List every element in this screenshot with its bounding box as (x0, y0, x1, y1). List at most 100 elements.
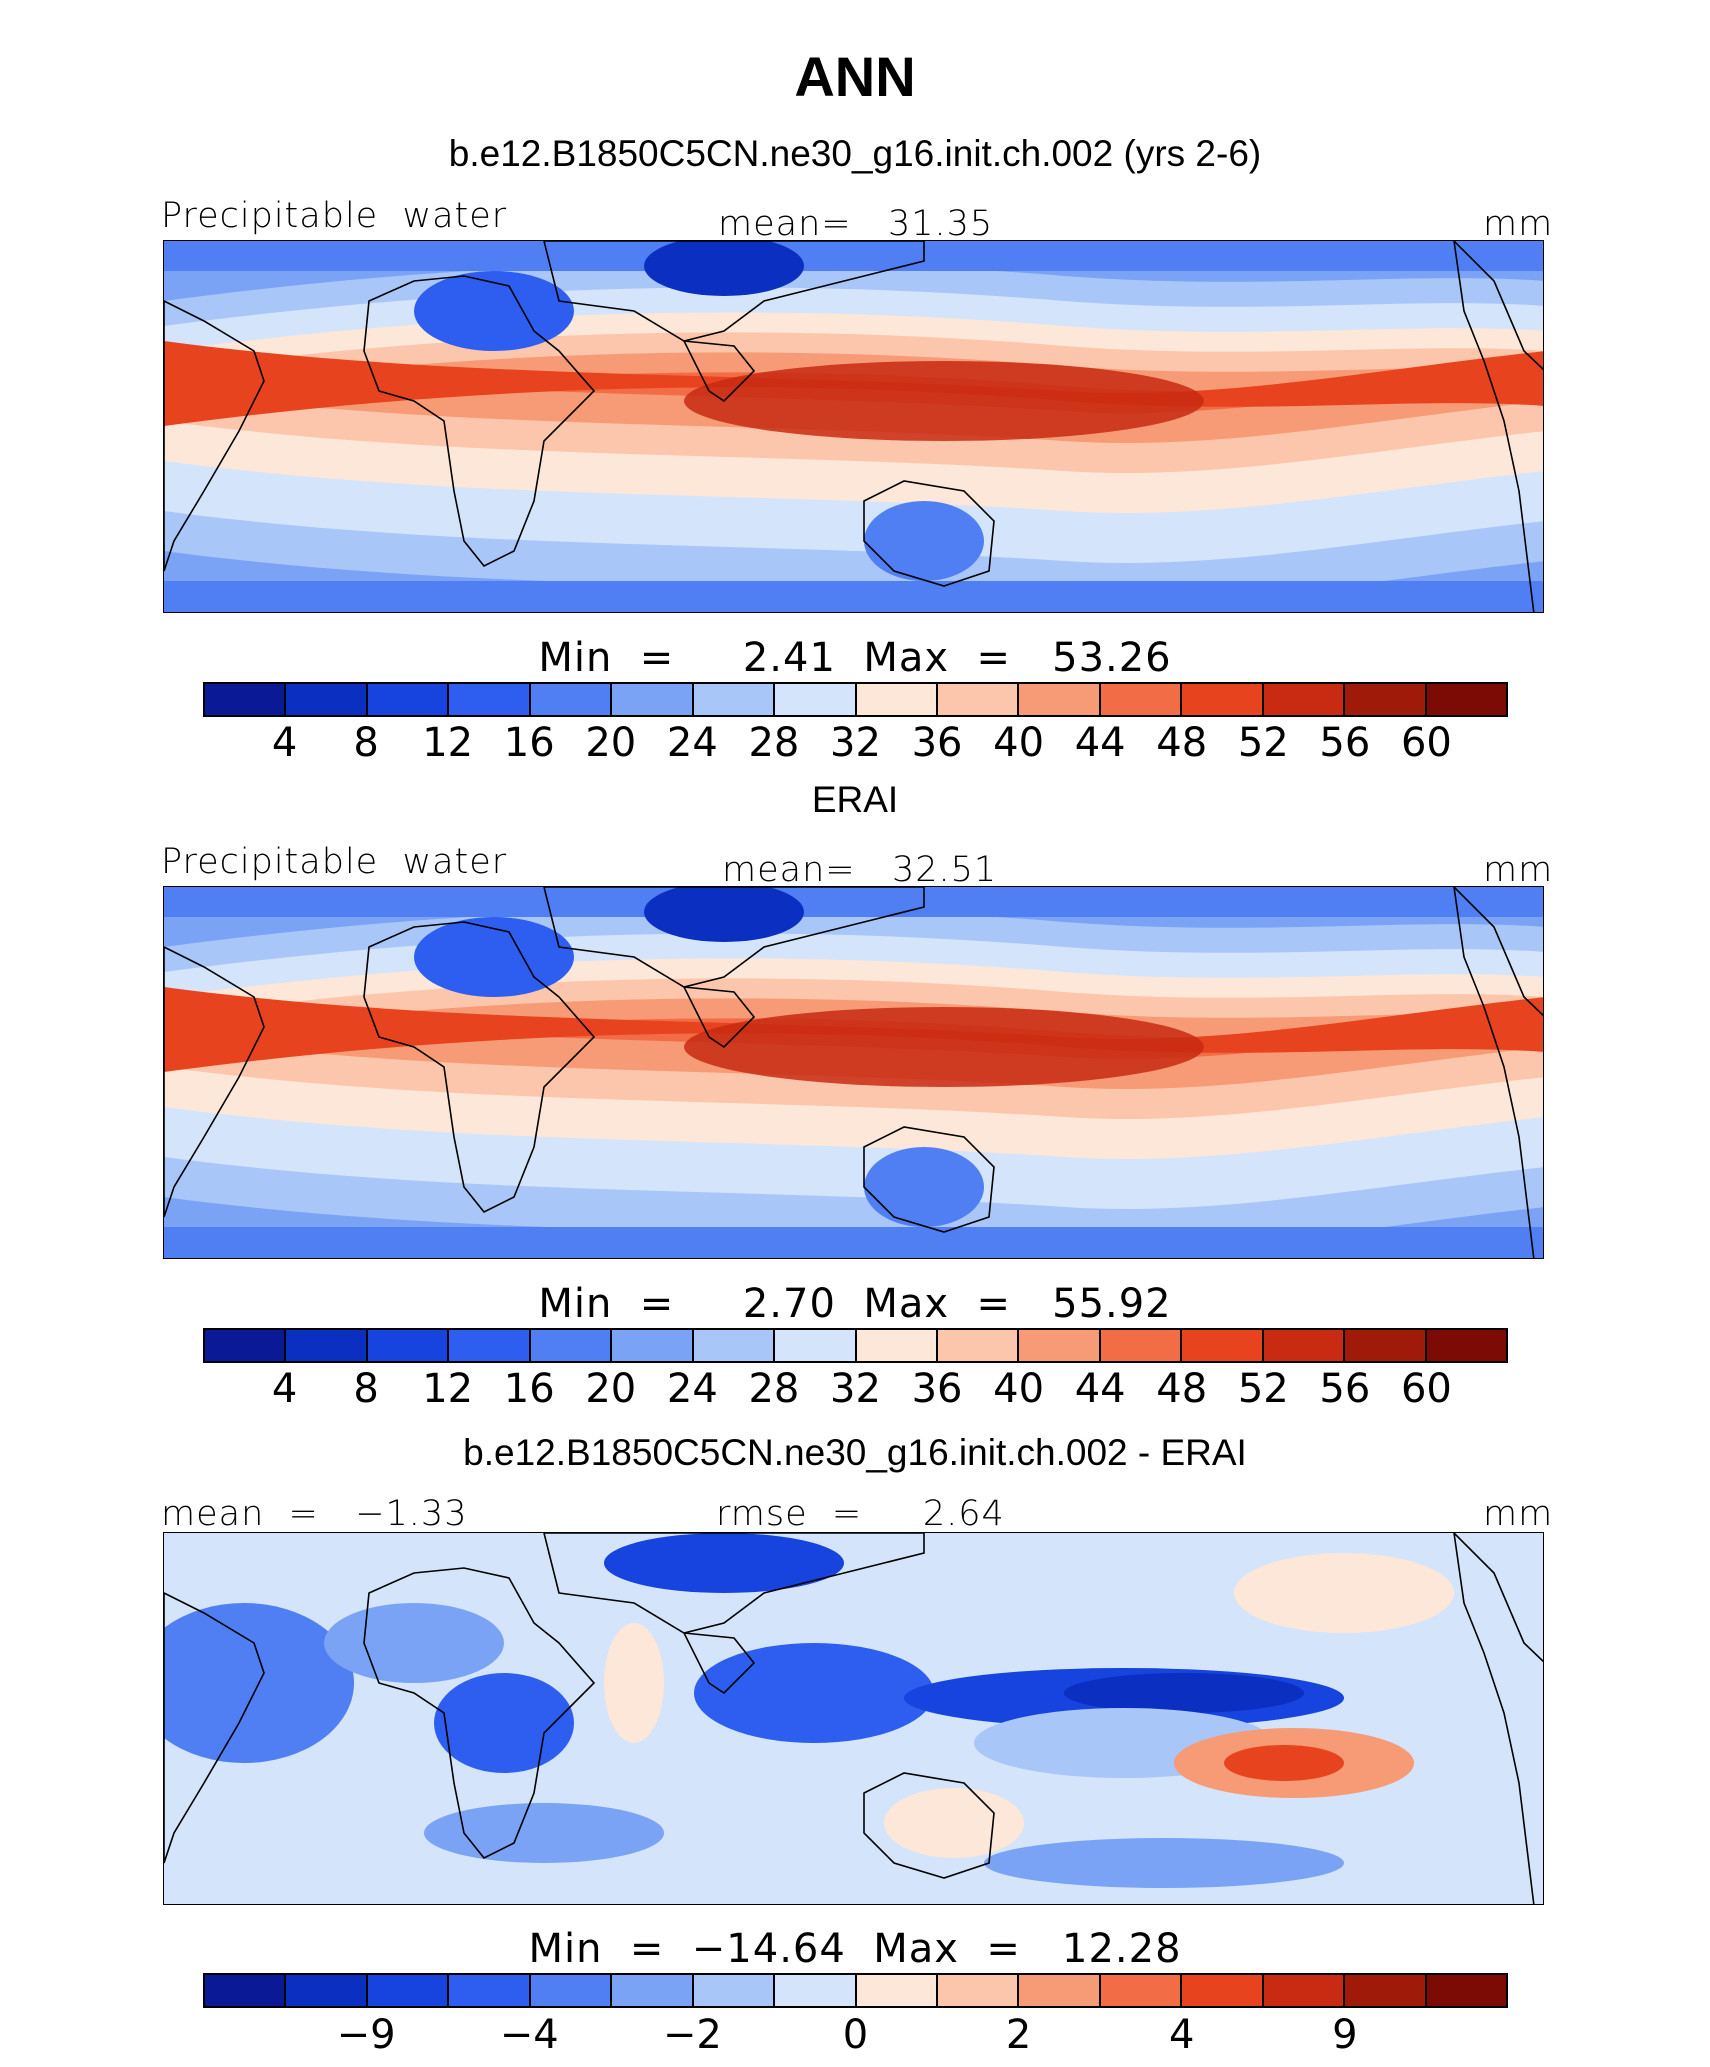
coastline (164, 946, 265, 1218)
panel-2-map (163, 886, 1544, 1259)
colorbar-box (1426, 1330, 1506, 1361)
colorbar-tick-label: 16 (503, 720, 555, 766)
warm-pool (684, 361, 1204, 441)
colorbar-box (612, 1330, 694, 1361)
panel-3-mean-label: mean = −1.33 (161, 1494, 468, 1534)
panel-2-colorbar-ticks: 4 8 12 16 20 24 28 32 36 40 44 48 52 56 60 (203, 1366, 1508, 1416)
australia-dry (864, 501, 984, 581)
southern-dry-band (164, 581, 1543, 612)
contour-region (694, 1643, 934, 1743)
colorbar-box (1426, 1975, 1506, 2006)
coastline (863, 1126, 995, 1233)
contour-region (324, 1603, 504, 1683)
australia-dry (864, 1147, 984, 1227)
colorbar-box (530, 684, 613, 715)
colorbar-tick-label: 32 (830, 720, 881, 766)
warm-pool (684, 1007, 1204, 1087)
colorbar-tick-label: 24 (666, 720, 718, 766)
panel-3-map (163, 1532, 1544, 1905)
colorbar-tick-label: 44 (1074, 720, 1126, 766)
colorbar-tick-label: 28 (748, 720, 800, 766)
southern-dry-band (164, 1227, 1543, 1258)
colorbar-box (775, 1330, 857, 1361)
colorbar-box (856, 1330, 938, 1361)
coastline (164, 300, 265, 572)
colorbar-tick-label: 40 (993, 720, 1045, 766)
colorbar-tick-label: 52 (1237, 1366, 1289, 1412)
panel-1-mean-label: mean= 31.35 (718, 204, 994, 244)
contour-region (1234, 1553, 1454, 1633)
colorbar-box (693, 1975, 776, 2006)
colorbar-tick-label: 44 (1074, 1366, 1126, 1412)
coastline (682, 1632, 756, 1695)
panel-1-units-label: mm (1483, 204, 1554, 244)
colorbar-box (612, 1975, 694, 2006)
panel-3-title: b.e12.B1850C5CN.ne30_g16.init.ch.002 - E… (463, 1432, 1247, 1473)
colorbar-box (367, 1330, 450, 1361)
colorbar-tick-label: 60 (1400, 1366, 1452, 1412)
contour-region (1224, 1745, 1344, 1781)
contour-region (424, 1803, 664, 1863)
colorbar-box (286, 1330, 368, 1361)
contour-region (604, 1623, 664, 1743)
colorbar-box (286, 1975, 368, 2006)
panel-1-map (163, 240, 1544, 613)
colorbar-box (1182, 1975, 1264, 2006)
colorbar-box (1100, 1975, 1183, 2006)
panel-2-units-label: mm (1483, 850, 1554, 890)
colorbar-box (367, 684, 450, 715)
coastline (1453, 241, 1543, 612)
panel-3-rmse-label: rmse = 2.64 (716, 1494, 1005, 1534)
colorbar-tick-label: 48 (1156, 720, 1208, 766)
panel-3-minmax: Min = −14.64 Max = 12.28 (528, 1926, 1182, 1972)
colorbar-box (937, 684, 1020, 715)
panel-3-colorbar (203, 1973, 1508, 2008)
colorbar-tick-label: 28 (748, 1366, 800, 1412)
colorbar-tick-label: 56 (1319, 1366, 1371, 1412)
colorbar-tick-label: 12 (422, 720, 474, 766)
colorbar-box (856, 684, 938, 715)
panel-2-colorbar (203, 1328, 1508, 1363)
colorbar-tick-label: −9 (336, 2012, 396, 2058)
coastline (363, 921, 596, 1214)
colorbar-box (1019, 684, 1101, 715)
colorbar-box (1426, 684, 1506, 715)
colorbar-box (205, 1330, 287, 1361)
contour-region (984, 1838, 1344, 1888)
colorbar-box (1263, 684, 1346, 715)
colorbar-box (449, 1975, 531, 2006)
panel-3-colorbar-ticks: −9 −4 −2 0 2 4 9 (203, 2012, 1508, 2062)
colorbar-box (530, 1330, 613, 1361)
colorbar-tick-label: 36 (911, 720, 963, 766)
colorbar-box (449, 684, 531, 715)
coastline (863, 1772, 995, 1879)
coastline (363, 275, 596, 568)
contour-region (884, 1788, 1024, 1858)
coastline (682, 986, 756, 1049)
colorbar-box (775, 684, 857, 715)
colorbar-tick-label: 60 (1400, 720, 1452, 766)
colorbar-box (286, 684, 368, 715)
colorbar-box (1182, 684, 1264, 715)
colorbar-box (367, 1975, 450, 2006)
colorbar-tick-label: 4 (271, 1366, 298, 1412)
colorbar-box (205, 684, 287, 715)
colorbar-box (1345, 1330, 1427, 1361)
contour-region (604, 1533, 844, 1593)
colorbar-tick-label: 36 (911, 1366, 963, 1412)
colorbar-box (1019, 1330, 1101, 1361)
coastline (543, 241, 925, 342)
northern-dry-band (164, 241, 1543, 271)
coastline (682, 340, 756, 403)
coastline (1453, 1533, 1543, 1904)
colorbar-box (1100, 1330, 1183, 1361)
map-svg (164, 241, 1543, 612)
panel-2-title: ERAI (811, 779, 899, 820)
colorbar-tick-label: 4 (271, 720, 298, 766)
colorbar-tick-label: 8 (353, 720, 379, 766)
colorbar-box (693, 1330, 776, 1361)
colorbar-box (856, 1975, 938, 2006)
coastline (1453, 887, 1543, 1258)
colorbar-tick-label: 8 (353, 1366, 379, 1412)
colorbar-box (205, 1975, 287, 2006)
